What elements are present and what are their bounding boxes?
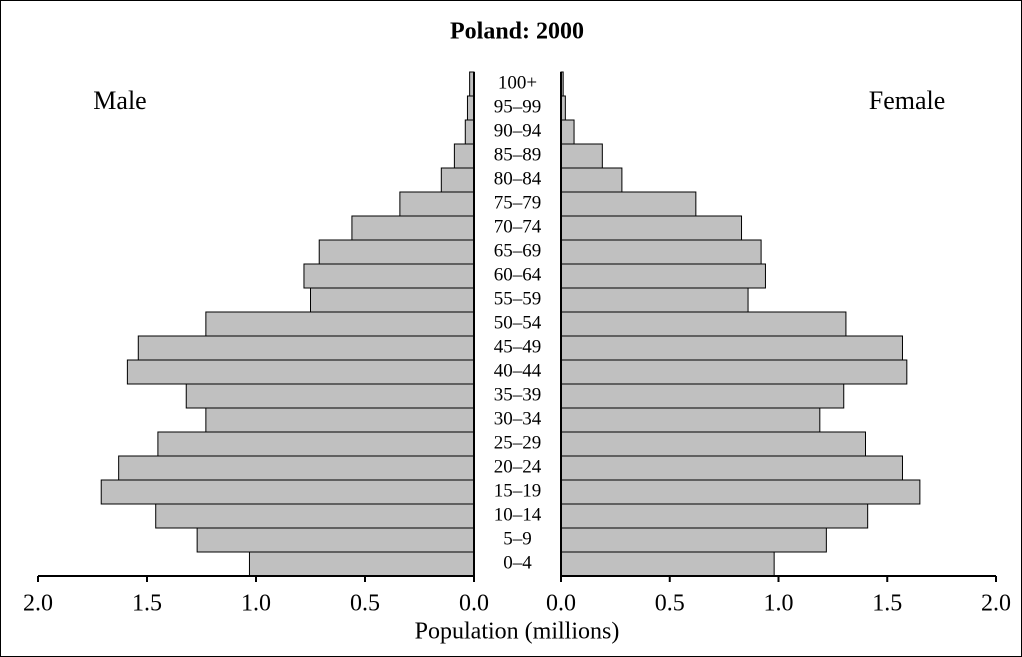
bar: [303, 263, 475, 289]
bar: [560, 143, 603, 169]
x-tick-label: 1.0: [764, 591, 794, 617]
bar: [310, 287, 475, 313]
bar: [560, 551, 775, 577]
bar: [351, 215, 475, 241]
bar: [560, 239, 762, 265]
chart-title: Poland: 2000: [450, 19, 584, 45]
age-label: 85–89: [494, 144, 542, 165]
bar: [399, 191, 475, 217]
age-label: 90–94: [494, 120, 542, 141]
bar: [155, 503, 475, 529]
bar: [205, 407, 475, 433]
bar: [560, 455, 903, 481]
bar: [560, 311, 847, 337]
bar: [560, 479, 921, 505]
age-label: 25–29: [494, 432, 542, 453]
age-label: 95–99: [494, 96, 542, 117]
age-label: 40–44: [494, 360, 542, 381]
bar: [560, 263, 766, 289]
bar: [248, 551, 475, 577]
bar: [560, 215, 743, 241]
age-label: 50–54: [494, 312, 542, 333]
age-label: 60–64: [494, 264, 542, 285]
age-label: 80–84: [494, 168, 542, 189]
age-label: 15–19: [494, 480, 542, 501]
age-label: 55–59: [494, 288, 542, 309]
x-tick-label: 1.0: [241, 591, 271, 617]
bar: [560, 527, 827, 553]
legend-left: Male: [93, 86, 146, 115]
bar: [205, 311, 475, 337]
x-tick-label: 0.5: [655, 591, 685, 617]
age-label: 100+: [498, 72, 537, 93]
bar: [118, 455, 475, 481]
bar: [157, 431, 475, 457]
age-label: 30–34: [494, 408, 542, 429]
age-label: 20–24: [494, 456, 542, 477]
bar: [453, 143, 475, 169]
bar: [196, 527, 475, 553]
x-tick-label: 1.5: [132, 591, 162, 617]
bar: [560, 287, 749, 313]
x-tick-label: 0.0: [546, 591, 576, 617]
bar: [464, 119, 475, 145]
x-tick-label: 0.5: [350, 591, 380, 617]
bar: [560, 119, 575, 145]
x-tick-label: 2.0: [23, 591, 53, 617]
bar: [185, 383, 475, 409]
bar: [560, 407, 821, 433]
x-tick-label: 2.0: [981, 591, 1011, 617]
bar: [318, 239, 475, 265]
bar: [560, 191, 697, 217]
bar: [560, 167, 623, 193]
age-label: 65–69: [494, 240, 542, 261]
bar: [560, 503, 869, 529]
age-label: 75–79: [494, 192, 542, 213]
age-label: 45–49: [494, 336, 542, 357]
bar: [560, 383, 845, 409]
bar: [560, 431, 866, 457]
age-label: 10–14: [494, 504, 542, 525]
x-tick-label: 1.5: [872, 591, 902, 617]
legend-right: Female: [869, 86, 946, 115]
bar: [126, 359, 475, 385]
x-axis-label: Population (millions): [415, 619, 620, 645]
bar: [560, 359, 908, 385]
x-tick-label: 0.0: [459, 591, 489, 617]
bar: [440, 167, 475, 193]
age-label: 0–4: [503, 552, 532, 573]
age-label: 5–9: [503, 528, 532, 549]
bar: [100, 479, 475, 505]
age-label: 35–39: [494, 384, 542, 405]
bar: [560, 335, 903, 361]
age-label: 70–74: [494, 216, 542, 237]
bar: [137, 335, 475, 361]
